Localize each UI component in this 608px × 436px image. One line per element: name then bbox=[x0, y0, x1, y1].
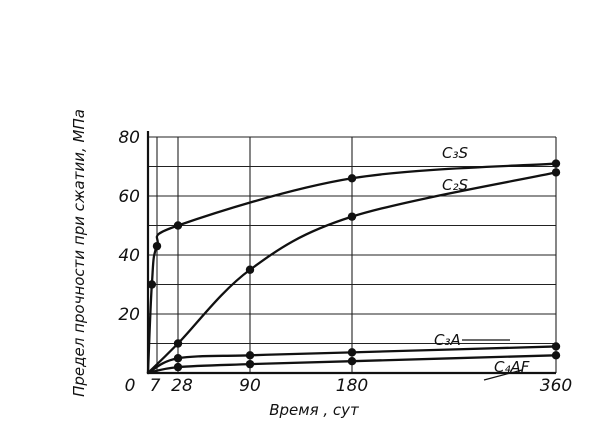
x-tick-label: 7 bbox=[150, 376, 161, 396]
x-tick-label: 90 bbox=[239, 376, 261, 396]
y-tick-label: 60 bbox=[118, 187, 140, 207]
series-label-c3a: C₃A bbox=[434, 331, 461, 349]
data-point-c3s bbox=[147, 280, 157, 289]
series-label-c3s: C₃S bbox=[442, 144, 468, 162]
x-tick-label: 0 bbox=[125, 376, 136, 396]
tick-labels: 20 40 60 80 0 7 28 90 180 360 bbox=[118, 128, 572, 396]
data-point-c3a bbox=[551, 342, 561, 351]
data-point-c3a bbox=[347, 348, 357, 357]
series-label-leader bbox=[483, 369, 523, 381]
data-point-c3a bbox=[173, 354, 183, 363]
data-point-c3a bbox=[245, 351, 255, 360]
data-point-c3s bbox=[347, 174, 357, 183]
data-point-c4af bbox=[551, 351, 561, 360]
axes bbox=[146, 131, 556, 375]
y-tick-label: 20 bbox=[118, 305, 140, 325]
x-axis-title: Время , сут bbox=[269, 401, 360, 419]
data-point-c2s bbox=[551, 168, 561, 177]
y-tick-label: 80 bbox=[118, 128, 140, 148]
x-tick-label: 360 bbox=[540, 376, 572, 396]
data-point-c2s bbox=[245, 265, 255, 274]
series bbox=[146, 159, 561, 375]
data-point-c3s bbox=[173, 221, 183, 230]
data-point-c3s bbox=[551, 159, 561, 168]
data-point-c2s bbox=[173, 339, 183, 348]
grid bbox=[148, 136, 557, 373]
series-label-c2s: C₂S bbox=[442, 176, 468, 194]
y-tick-label: 40 bbox=[118, 246, 140, 266]
data-point-c4af bbox=[245, 359, 255, 369]
series-labels: C₃S C₂S C₃A C₄AF bbox=[434, 144, 530, 381]
x-tick-label: 28 bbox=[171, 376, 193, 396]
data-point-c4af bbox=[173, 362, 183, 372]
series-label-c4af: C₄AF bbox=[494, 358, 530, 376]
x-tick-label: 180 bbox=[336, 376, 368, 396]
y-axis-title: Предел прочности при сжатии, МПа bbox=[70, 109, 88, 397]
data-point-c3s bbox=[152, 241, 162, 251]
data-point-c4af bbox=[347, 357, 357, 366]
data-point-c2s bbox=[347, 212, 357, 221]
